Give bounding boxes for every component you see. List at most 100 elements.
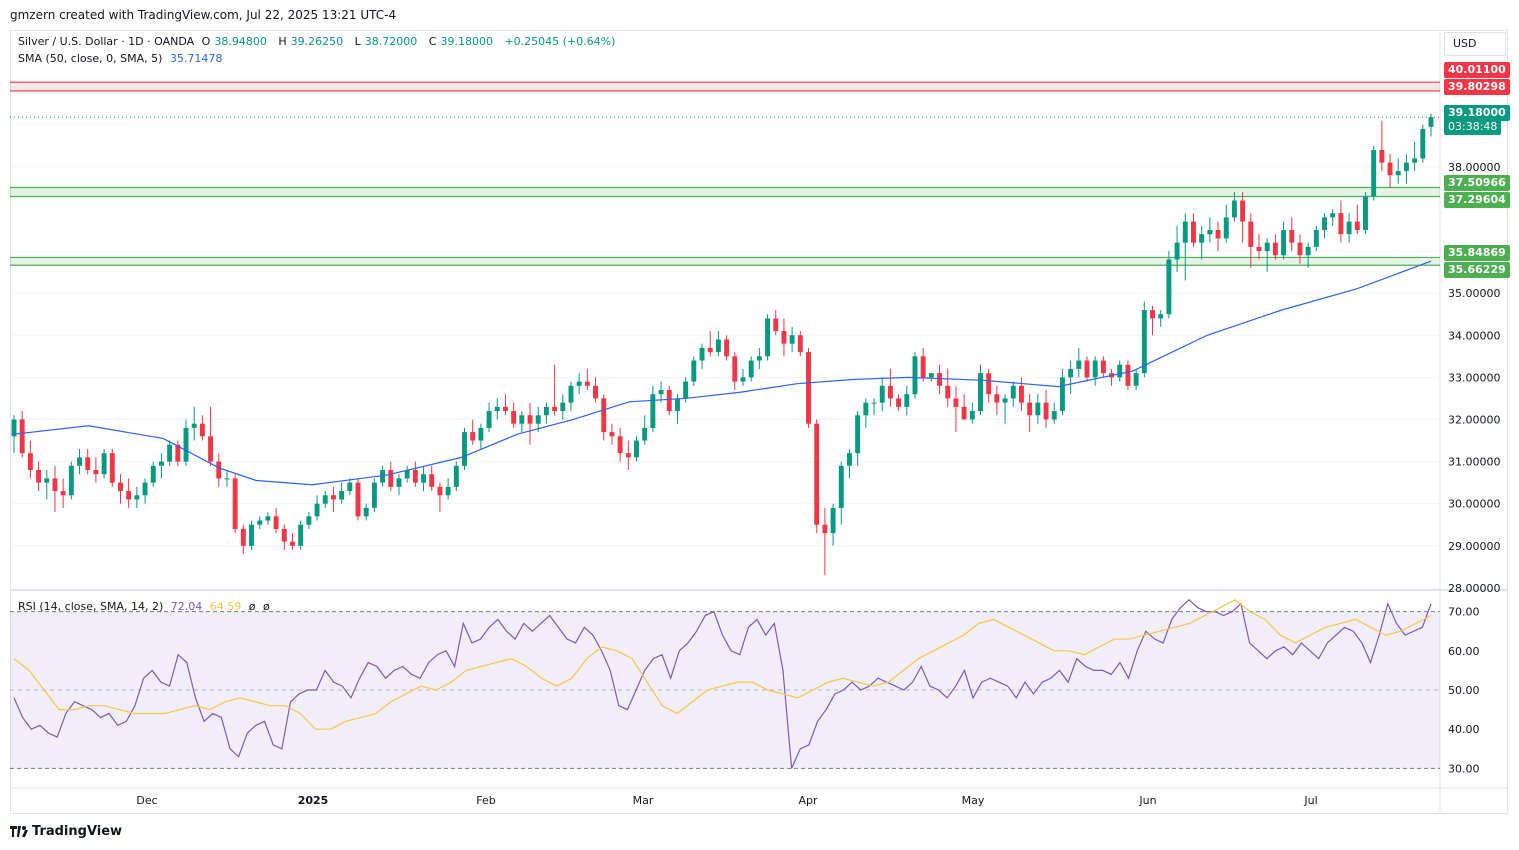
candle-body	[593, 385, 599, 399]
candle-body	[838, 465, 844, 508]
candle-body	[879, 385, 885, 403]
candle-body	[27, 453, 33, 470]
candle-body	[1174, 242, 1180, 260]
candle-body	[1338, 213, 1344, 235]
candle-body	[281, 528, 287, 542]
candle-body	[511, 411, 517, 424]
footer-brand[interactable]: TradingView	[10, 824, 122, 839]
candle-body	[470, 432, 476, 441]
candle-body	[1125, 364, 1131, 386]
candle-body	[1199, 234, 1205, 243]
rsi-tick-label: 60.00	[1448, 645, 1480, 658]
candle-body	[1166, 259, 1172, 315]
change-value: +0.25045 (+0.64%)	[504, 35, 616, 48]
candle-body	[330, 495, 336, 500]
last-price-label: 39.18000	[1444, 105, 1510, 121]
candle-body	[175, 444, 181, 462]
candle-body	[634, 440, 639, 458]
candle-body	[740, 377, 746, 382]
sma-line	[13, 260, 1432, 486]
footer-brand-label: TradingView	[32, 824, 123, 839]
candle-body	[846, 453, 852, 466]
candle-body	[1322, 217, 1327, 230]
candle-body	[1403, 162, 1409, 172]
countdown-label: 03:38:48	[1444, 119, 1502, 135]
candle-body	[896, 398, 902, 407]
candle-body	[11, 419, 17, 437]
candle-body	[1076, 360, 1082, 369]
time-tick-label: Mar	[633, 794, 654, 807]
green-zone-2-bottom-label: 35.66229	[1444, 262, 1510, 278]
candle-body	[945, 385, 951, 399]
low-value: L 38.72000	[355, 35, 422, 48]
open-value: O 38.94800	[202, 35, 271, 48]
candle-body	[625, 453, 631, 458]
candle-body	[134, 495, 140, 500]
candle-body	[765, 318, 771, 357]
candle-body	[404, 470, 410, 479]
candle-body	[601, 398, 607, 433]
candle-body	[855, 415, 861, 454]
time-tick-label: Jun	[1138, 794, 1156, 807]
candle-body	[1035, 402, 1041, 416]
candle-body	[1240, 200, 1246, 222]
tradingview-logo-icon	[10, 826, 28, 837]
candle-body	[371, 482, 377, 508]
candle-body	[683, 381, 689, 399]
green-zone-1-top-label: 37.50966	[1444, 175, 1510, 191]
candle-body	[912, 356, 918, 395]
time-tick-label: Dec	[136, 794, 157, 807]
candle-body	[502, 406, 508, 412]
red-zone-bottom-label: 39.80298	[1444, 79, 1510, 95]
time-tick-label: 2025	[298, 794, 329, 807]
candle-body	[298, 524, 304, 546]
candle-body	[265, 516, 271, 521]
candle-body	[1092, 360, 1098, 378]
candle-body	[150, 465, 156, 483]
candle-body	[1272, 242, 1278, 256]
candle-body	[527, 415, 533, 424]
candle-body	[1191, 221, 1196, 243]
candle-body	[789, 335, 795, 344]
candle-body	[1346, 221, 1352, 235]
candle-body	[961, 406, 967, 420]
candle-body	[1412, 158, 1418, 163]
candle-body	[1043, 402, 1049, 420]
currency-button[interactable]: USD	[1444, 32, 1506, 56]
symbol-legend: Silver / U.S. Dollar · 1D · OANDA O 38.94…	[18, 35, 619, 48]
time-tick-label: Feb	[476, 794, 495, 807]
candle-body	[478, 427, 484, 441]
candle-body	[986, 373, 992, 395]
candle-body	[1019, 385, 1024, 403]
candle-body	[1248, 221, 1254, 247]
candle-body	[732, 356, 738, 382]
close-value: C 39.18000	[429, 35, 497, 48]
high-label: H	[278, 35, 287, 48]
green-zone-2-top-label: 35.84869	[1444, 245, 1510, 261]
sma-legend: SMA (50, close, 0, SMA, 5) 35.71478	[18, 52, 226, 65]
rsi-value: 72.04	[170, 600, 203, 613]
candle-body	[224, 478, 230, 480]
rsi-extra-1: ø	[248, 600, 256, 613]
candle-body	[1182, 221, 1188, 243]
close-number: 39.18000	[440, 35, 493, 48]
candle-body	[1256, 246, 1262, 252]
candle-body	[1420, 128, 1426, 159]
time-tick-label: May	[962, 794, 985, 807]
candle-body	[1297, 242, 1303, 256]
candle-body	[52, 478, 58, 492]
candle-body	[396, 478, 402, 487]
candle-body	[36, 470, 42, 483]
candle-body	[666, 390, 672, 412]
candle-body	[1379, 150, 1385, 163]
candle-body	[1264, 242, 1270, 252]
price-tick-label: 28.00000	[1448, 582, 1501, 595]
candle-body	[560, 402, 566, 412]
high-value: H 39.26250	[278, 35, 347, 48]
candle-body	[617, 436, 623, 454]
candle-body	[44, 478, 50, 483]
candle-body	[658, 390, 664, 395]
candle-body	[715, 339, 721, 353]
candle-body	[797, 335, 803, 353]
